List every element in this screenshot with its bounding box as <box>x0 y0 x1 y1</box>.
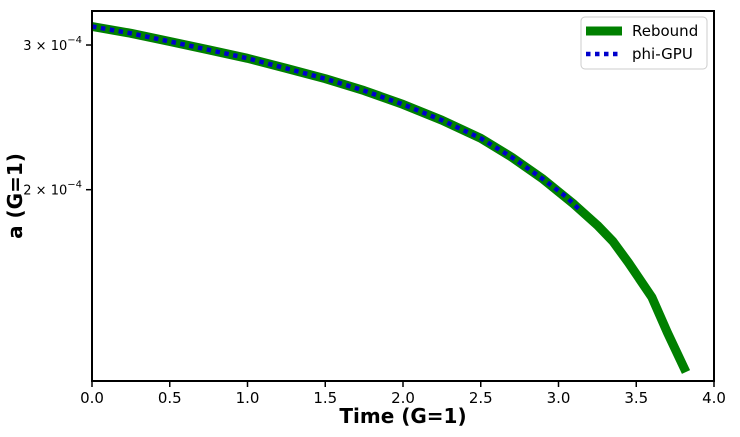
y-axis-ticks: 2 × 10−4 3 × 10−4 <box>23 35 92 199</box>
plot-layer <box>91 22 691 374</box>
x-tick-label: 3.5 <box>624 389 648 407</box>
y-tick-label: 3 × 10−4 <box>23 35 82 54</box>
x-tick-label: 4.0 <box>702 389 726 407</box>
x-tick-label: 1.5 <box>313 389 337 407</box>
y-axis-title: a (G=1) <box>3 153 27 239</box>
x-axis-ticks: 0.0 0.5 1.0 1.5 2.0 2.5 3.0 3.5 4.0 <box>80 381 726 407</box>
legend-label: phi-GPU <box>632 45 693 63</box>
y-tick-label: 2 × 10−4 <box>23 180 82 199</box>
x-tick-label: 0.0 <box>80 389 104 407</box>
series-line-phi-gpu <box>91 24 584 214</box>
x-tick-label: 0.5 <box>158 389 182 407</box>
legend: Rebound phi-GPU <box>580 16 708 70</box>
x-tick-label: 2.5 <box>469 389 493 407</box>
x-tick-label: 2.0 <box>391 389 415 407</box>
x-axis-title: Time (G=1) <box>339 404 466 428</box>
x-tick-label: 1.0 <box>236 389 260 407</box>
x-tick-label: 3.0 <box>547 389 571 407</box>
series-line-rebound <box>91 22 691 374</box>
legend-label: Rebound <box>632 22 698 40</box>
